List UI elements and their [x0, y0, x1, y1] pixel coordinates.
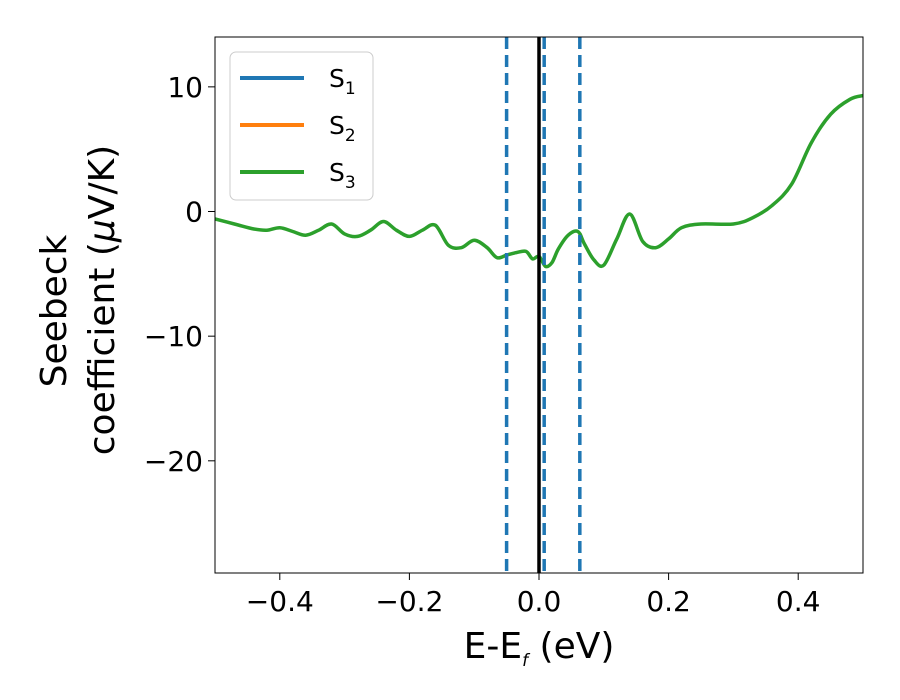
x-axis-label: E-Ef (eV) [464, 626, 615, 671]
x-tick-label: 0.0 [517, 585, 562, 618]
series-line-s3 [215, 93, 863, 269]
x-tick-label: −0.2 [375, 585, 443, 618]
x-axis-ticks: −0.4 −0.2 0.0 0.2 0.4 [246, 573, 821, 618]
x-tick-label: 0.4 [776, 585, 821, 618]
x-tick-label: −0.4 [246, 585, 314, 618]
y-tick-label: −20 [144, 445, 203, 478]
y-axis-label-line1: Seebeck [34, 234, 75, 387]
y-tick-label: 0 [185, 196, 203, 229]
x-tick-label: 0.2 [646, 585, 691, 618]
legend-label-s1: S1 [329, 64, 356, 99]
legend: S1 S2 S3 [229, 51, 374, 201]
y-tick-label: −10 [144, 320, 203, 353]
plot-area [215, 37, 863, 573]
legend-label-s3: S3 [329, 158, 356, 193]
y-axis-ticks: 10 0 −10 −20 [144, 71, 215, 478]
y-tick-label: 10 [167, 71, 203, 104]
y-axis-label-line2: coefficient (μV/K) [82, 145, 123, 455]
legend-label-s2: S2 [329, 111, 356, 146]
